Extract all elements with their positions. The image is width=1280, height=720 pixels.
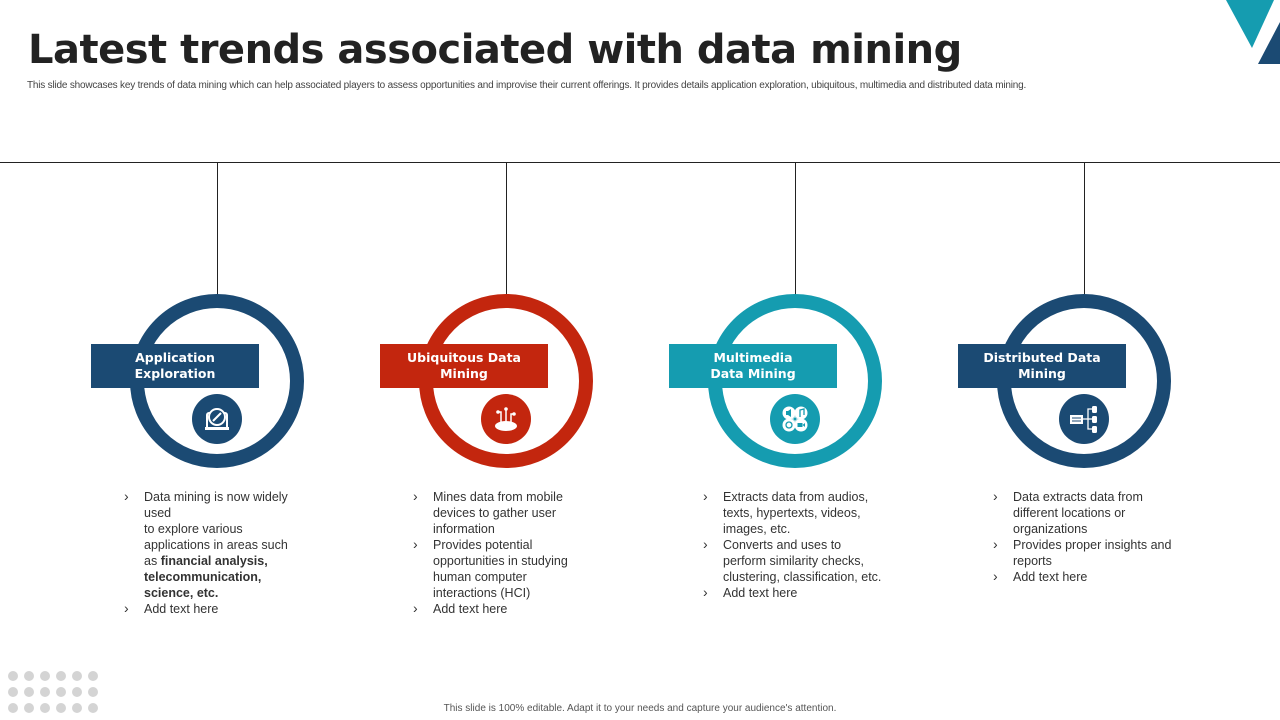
trend-label-application-exploration: Application Exploration (91, 344, 259, 388)
trend-label-multimedia: Multimedia Data Mining (669, 344, 837, 388)
compass-screen-icon (192, 394, 242, 444)
connector-line-2 (506, 163, 507, 295)
connector-line-1 (217, 163, 218, 295)
label-line: Ubiquitous Data (407, 350, 521, 365)
multimedia-icon (770, 394, 820, 444)
trend-bullets-ubiquitous: Mines data from mobile devices to gather… (413, 488, 593, 617)
timeline-horizontal-line (0, 162, 1280, 163)
page-subtitle: This slide showcases key trends of data … (27, 80, 1027, 91)
corner-triangles-logo (1226, 0, 1280, 64)
trend-bullets-multimedia: Extracts data from audios, texts, hypert… (703, 488, 883, 601)
bullet-item: Mines data from mobile devices to gather… (413, 488, 593, 537)
label-line: Mining (1018, 366, 1066, 381)
bullet-item: Provides proper insights and reports (993, 536, 1173, 569)
trend-bullets-distributed: Data extracts data from different locati… (993, 488, 1173, 585)
decorative-dot-grid (8, 671, 98, 713)
bullet-item: Add text here (703, 584, 883, 601)
bullet-item: Extracts data from audios, texts, hypert… (703, 488, 883, 537)
bullet-item: Add text here (124, 600, 304, 617)
distributed-database-icon (1059, 394, 1109, 444)
label-line: Multimedia (713, 350, 793, 365)
bullet-item: Add text here (413, 600, 593, 617)
bullet-item: Data extracts data from different locati… (993, 488, 1173, 537)
trend-label-distributed: Distributed Data Mining (958, 344, 1126, 388)
trend-label-ubiquitous: Ubiquitous Data Mining (380, 344, 548, 388)
label-line: Data Mining (710, 366, 796, 381)
label-line: Mining (440, 366, 488, 381)
label-line: Exploration (134, 366, 216, 381)
bullet-item: Provides potential opportunities in stud… (413, 536, 593, 601)
bullet-item: Add text here (993, 568, 1173, 585)
cloud-network-icon (481, 394, 531, 444)
bullet-item: Converts and uses to perform similarity … (703, 536, 883, 585)
connector-line-3 (795, 163, 796, 295)
footer-note: This slide is 100% editable. Adapt it to… (443, 703, 837, 714)
label-line: Application (135, 350, 215, 365)
connector-line-4 (1084, 163, 1085, 295)
label-line: Distributed Data (983, 350, 1101, 365)
page-title: Latest trends associated with data minin… (28, 27, 962, 73)
